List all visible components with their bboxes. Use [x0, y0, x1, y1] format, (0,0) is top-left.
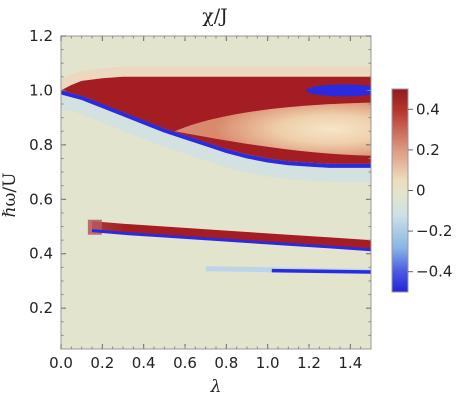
x-tick-label: 0.6 [173, 354, 197, 372]
x-tick-label: 0.8 [214, 354, 238, 372]
colorbar-gradient [392, 89, 408, 292]
x-tick-label: 1.0 [256, 354, 280, 372]
middle-band-blue-edge [91, 229, 371, 252]
y-tick-label: 0.6 [29, 190, 53, 208]
x-tick-label: 1.2 [297, 354, 321, 372]
colorbar-tick-label: 0.2 [416, 141, 440, 159]
y-tick-label: 0.8 [29, 136, 53, 154]
middle-band-fill [92, 221, 371, 249]
upper-band-blue-spot [306, 84, 371, 97]
x-tick-label: 0.0 [49, 354, 73, 372]
colorbar-tick-label: −0.4 [416, 263, 452, 281]
y-tick-label: 0.2 [29, 299, 53, 317]
colorbar-ticks: 0.4 0.2 0 −0.2 −0.4 [408, 100, 452, 281]
x-tick-label: 0.2 [90, 354, 114, 372]
y-axis-ticks: 0.2 0.4 0.6 0.8 1.0 1.2 [29, 27, 371, 336]
x-axis-ticks: 0.0 0.2 0.4 0.6 0.8 1.0 1.2 1.4 [49, 36, 362, 372]
plot-area: 0.0 0.2 0.4 0.6 0.8 1.0 1.2 1.4 0.2 0.4 0.6 0.8 1.0… [29, 27, 372, 372]
x-tick-label: 1.4 [338, 354, 362, 372]
y-tick-label: 0.4 [29, 245, 53, 263]
y-tick-label: 1.2 [29, 27, 53, 45]
y-axis-label: ℏω/U [0, 173, 20, 218]
upper-band-blue-edge [61, 90, 371, 168]
x-axis-label: λ [210, 377, 222, 397]
upper-band-halo [61, 92, 371, 182]
colorbar-tick-label: 0 [416, 182, 426, 200]
colorbar-tick-label: −0.2 [416, 222, 452, 240]
x-tick-label: 0.4 [132, 354, 156, 372]
colorbar: 0.4 0.2 0 −0.2 −0.4 [391, 88, 452, 293]
chart-title: χ/J [202, 5, 228, 27]
upper-band-top-halo [61, 66, 371, 90]
lower-blue-streak [271, 268, 371, 274]
heatmap-features [61, 66, 371, 274]
upper-band-inner-region [174, 102, 371, 156]
y-tick-label: 1.0 [29, 81, 53, 99]
colorbar-tick-label: 0.4 [416, 100, 440, 118]
